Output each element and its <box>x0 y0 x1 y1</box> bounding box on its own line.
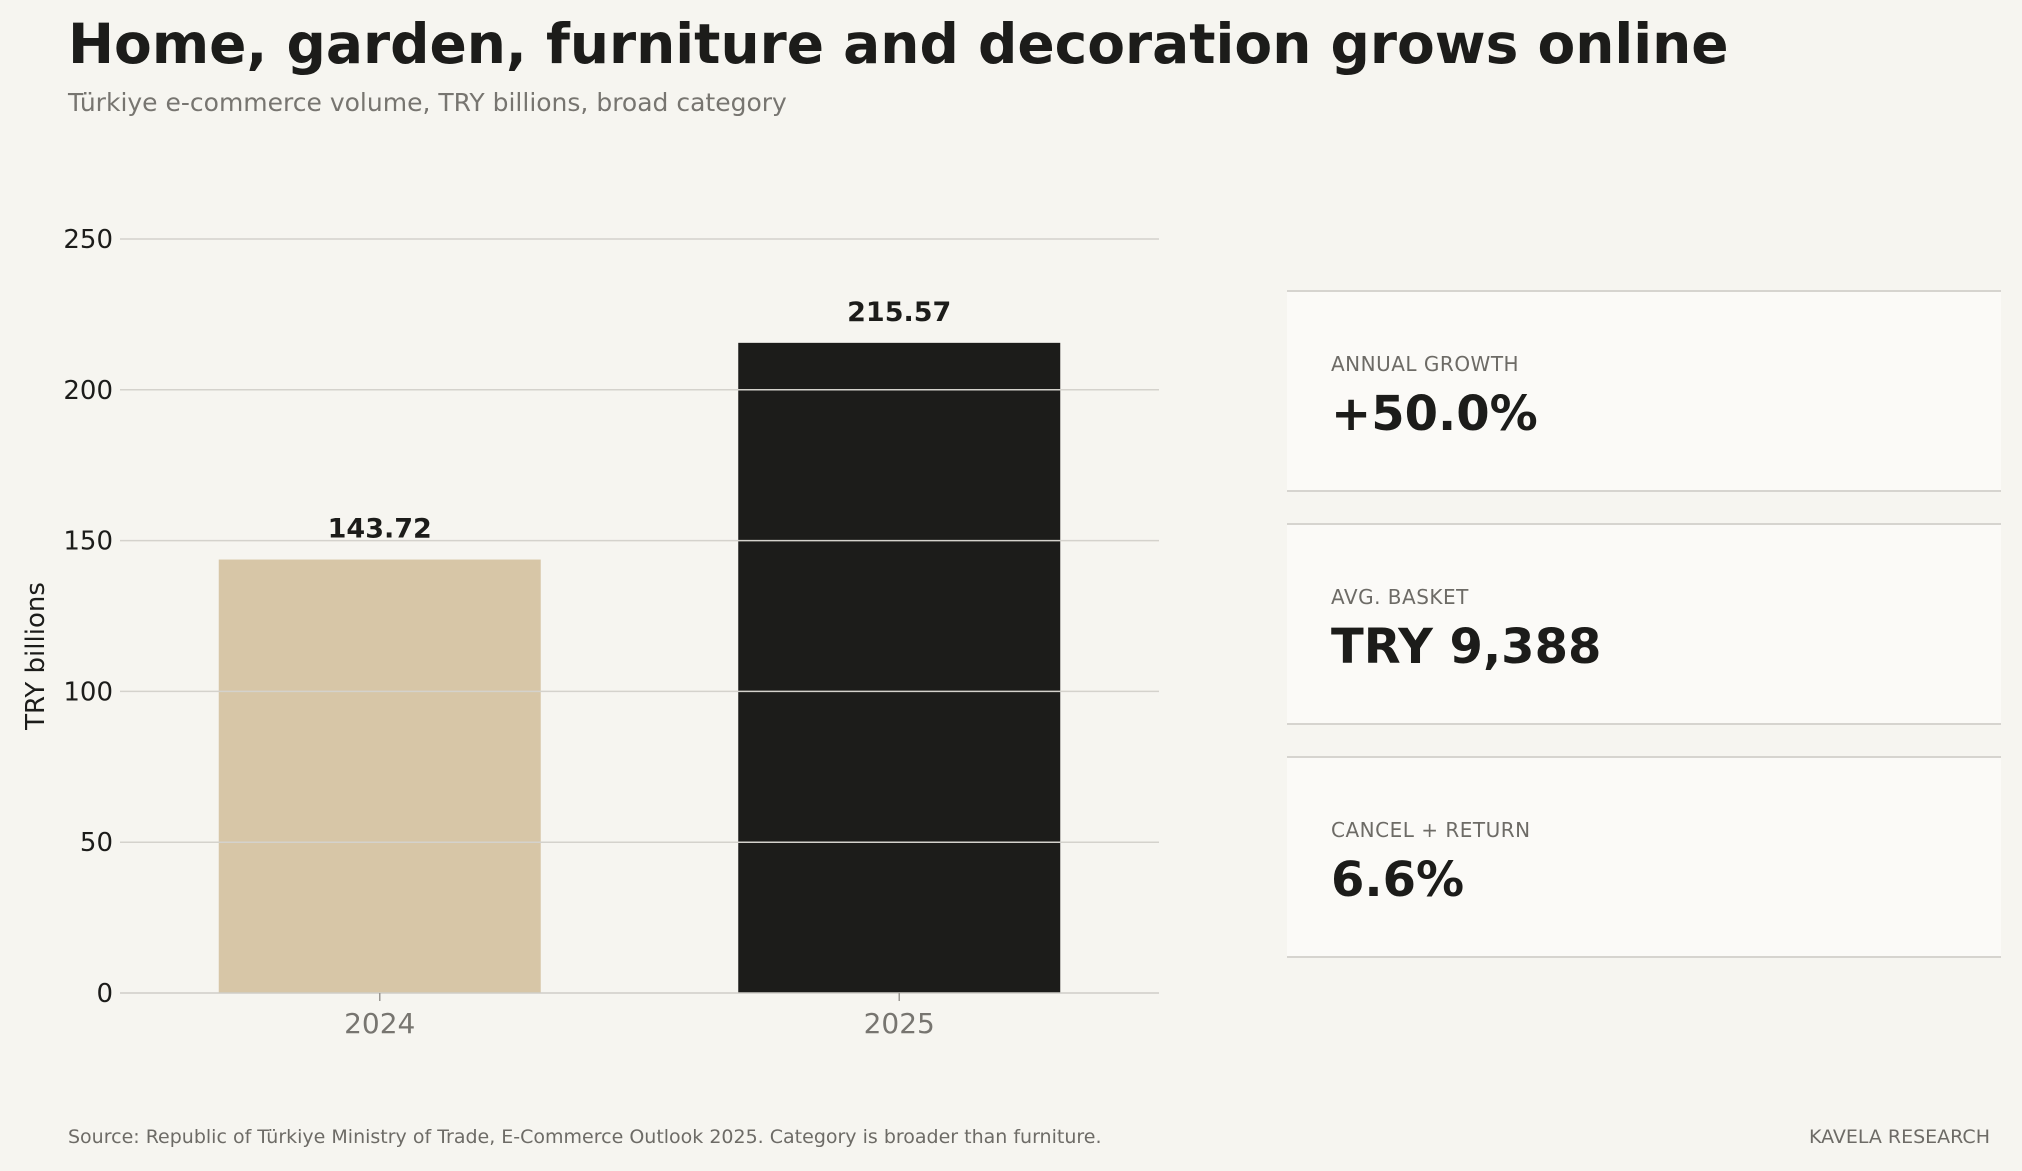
bar-value-label: 143.72 <box>328 514 432 545</box>
x-tick-label: 2024 <box>344 1007 415 1040</box>
kpi-label: ANNUAL GROWTH <box>1331 352 1520 376</box>
kpi-label: CANCEL + RETURN <box>1331 818 1531 842</box>
kpi-card-avg-basket: AVG. BASKET TRY 9,388 <box>1287 523 2001 725</box>
y-axis-label: TRY billions <box>21 582 51 731</box>
kpi-card-cancel-return: CANCEL + RETURN 6.6% <box>1287 756 2001 958</box>
page-title: Home, garden, furniture and decoration g… <box>68 12 1729 76</box>
kpi-value: 6.6% <box>1331 852 1465 908</box>
y-tick-label: 150 <box>63 527 113 557</box>
y-tick-label: 200 <box>63 376 113 406</box>
bar-chart: 0 50 100 150 200 250 2024 2025 143.72 215.57 TRY b… <box>21 225 1159 1040</box>
bar-2024 <box>218 559 541 993</box>
y-tick-label: 250 <box>63 225 113 255</box>
x-tick-label: 2025 <box>864 1007 935 1040</box>
kpi-value: TRY 9,388 <box>1331 619 1602 675</box>
kpi-card-annual-growth: ANNUAL GROWTH +50.0% <box>1287 290 2001 492</box>
y-tick-label: 100 <box>63 677 113 707</box>
kpi-label: AVG. BASKET <box>1331 585 1469 609</box>
kpi-value: +50.0% <box>1331 386 1538 442</box>
y-tick-label: 0 <box>96 979 113 1009</box>
page-subtitle: Türkiye e-commerce volume, TRY billions,… <box>68 88 787 117</box>
bar-2025 <box>738 342 1061 993</box>
brand-name: KAVELA RESEARCH <box>1808 1126 1990 1148</box>
bar-value-label: 215.57 <box>847 297 951 328</box>
y-tick-label: 50 <box>80 828 113 858</box>
source-note: Source: Republic of Türkiye Ministry of … <box>68 1126 1102 1148</box>
